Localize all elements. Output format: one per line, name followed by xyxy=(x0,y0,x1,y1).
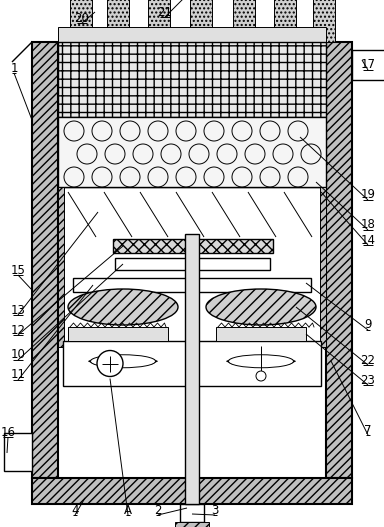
Text: 10: 10 xyxy=(11,348,25,362)
Bar xyxy=(68,327,168,341)
Text: 4: 4 xyxy=(71,503,79,516)
Bar xyxy=(58,187,64,347)
Circle shape xyxy=(256,371,266,381)
Bar xyxy=(70,0,92,42)
Text: 20: 20 xyxy=(74,12,89,24)
Text: 23: 23 xyxy=(361,374,376,386)
Bar xyxy=(352,50,384,80)
Text: 16: 16 xyxy=(0,425,15,438)
Bar xyxy=(326,42,352,478)
Bar xyxy=(107,0,129,42)
Text: A: A xyxy=(124,503,132,516)
Text: 3: 3 xyxy=(211,503,218,516)
Bar xyxy=(190,0,212,42)
Bar xyxy=(233,0,255,42)
Bar xyxy=(32,478,352,504)
Text: 1: 1 xyxy=(10,62,18,74)
Circle shape xyxy=(97,350,123,376)
Bar xyxy=(63,341,321,386)
Bar xyxy=(73,278,311,292)
Bar xyxy=(4,433,32,471)
Text: 2: 2 xyxy=(154,503,162,516)
Bar xyxy=(216,327,306,341)
Text: 18: 18 xyxy=(361,219,376,231)
Text: 12: 12 xyxy=(10,324,25,337)
Text: 9: 9 xyxy=(364,318,372,331)
Bar xyxy=(115,258,270,270)
Text: 15: 15 xyxy=(11,264,25,277)
Text: 22: 22 xyxy=(361,354,376,366)
Bar xyxy=(58,27,326,42)
Bar xyxy=(113,239,273,253)
Bar xyxy=(148,0,170,42)
Ellipse shape xyxy=(68,289,178,325)
Text: 21: 21 xyxy=(157,5,172,18)
Bar xyxy=(313,0,335,42)
Bar xyxy=(58,117,326,187)
Bar xyxy=(185,234,199,504)
Text: 19: 19 xyxy=(361,189,376,201)
Bar xyxy=(32,42,58,478)
Ellipse shape xyxy=(91,355,156,368)
Text: 17: 17 xyxy=(361,58,376,72)
Text: 13: 13 xyxy=(11,304,25,317)
Text: 7: 7 xyxy=(364,424,372,436)
Bar xyxy=(180,504,204,522)
Bar xyxy=(175,522,209,527)
Ellipse shape xyxy=(228,355,293,368)
Text: 14: 14 xyxy=(361,233,376,247)
Bar xyxy=(320,187,326,347)
Text: 11: 11 xyxy=(10,368,25,382)
Bar xyxy=(58,42,326,117)
Bar xyxy=(274,0,296,42)
Ellipse shape xyxy=(206,289,316,325)
